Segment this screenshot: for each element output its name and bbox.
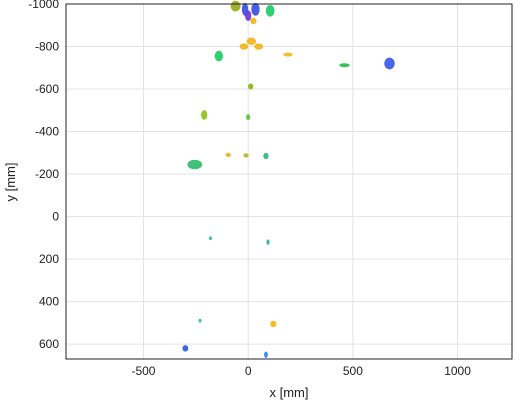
data-point bbox=[251, 2, 260, 16]
data-point bbox=[270, 320, 277, 328]
data-point bbox=[208, 236, 213, 241]
data-point bbox=[248, 83, 254, 90]
data-point bbox=[263, 152, 269, 160]
x-tick-labels: -500 0 500 1000 bbox=[131, 364, 471, 378]
data-point bbox=[266, 239, 270, 245]
data-point bbox=[246, 114, 251, 121]
y-axis-label: y [mm] bbox=[3, 163, 18, 202]
data-point bbox=[239, 43, 249, 50]
y-tick-label: 400 bbox=[39, 295, 59, 309]
y-tick-labels: -1000 -800 -600 -400 -200 0 200 400 600 bbox=[28, 0, 59, 351]
data-point bbox=[214, 50, 224, 62]
y-tick-label: 0 bbox=[52, 210, 59, 224]
data-point bbox=[245, 10, 252, 22]
x-tick-label: 0 bbox=[245, 364, 252, 378]
data-point bbox=[246, 37, 257, 45]
y-tick-label: 600 bbox=[39, 337, 59, 351]
x-tick-label: 1000 bbox=[444, 364, 471, 378]
y-tick-label: -400 bbox=[35, 125, 59, 139]
x-axis-label: x [mm] bbox=[270, 385, 309, 400]
data-point bbox=[265, 4, 275, 17]
data-point bbox=[339, 63, 350, 68]
grid bbox=[66, 3, 512, 359]
data-point bbox=[187, 159, 203, 170]
data-point bbox=[283, 52, 293, 57]
data-point bbox=[264, 351, 268, 358]
data-point bbox=[198, 318, 202, 323]
data-point bbox=[384, 57, 395, 70]
x-tick-label: -500 bbox=[131, 364, 155, 378]
data-point bbox=[225, 152, 231, 158]
data-point bbox=[201, 110, 208, 120]
plot-frame bbox=[65, 3, 513, 360]
data-point bbox=[182, 345, 189, 352]
y-tick-label: -800 bbox=[35, 40, 59, 54]
data-point bbox=[250, 17, 257, 25]
data-point bbox=[243, 153, 249, 158]
x-tick-label: 500 bbox=[343, 364, 363, 378]
y-tick-label: 200 bbox=[39, 252, 59, 266]
data-point bbox=[230, 0, 241, 12]
y-tick-label: -1000 bbox=[28, 0, 59, 11]
y-tick-label: -200 bbox=[35, 167, 59, 181]
data-point bbox=[254, 43, 264, 50]
data-points bbox=[182, 0, 395, 358]
y-tick-label: -600 bbox=[35, 82, 59, 96]
